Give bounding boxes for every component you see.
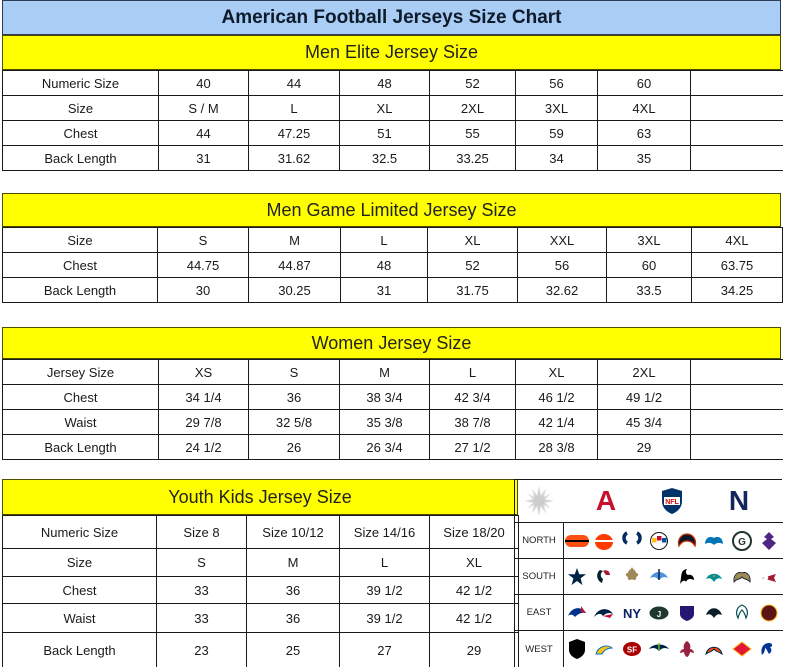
svg-text:J: J: [657, 610, 661, 619]
svg-text:SF: SF: [627, 646, 637, 655]
svg-text:NFL: NFL: [665, 499, 679, 506]
svg-text:NY: NY: [623, 606, 641, 621]
svg-text:G: G: [738, 537, 746, 548]
